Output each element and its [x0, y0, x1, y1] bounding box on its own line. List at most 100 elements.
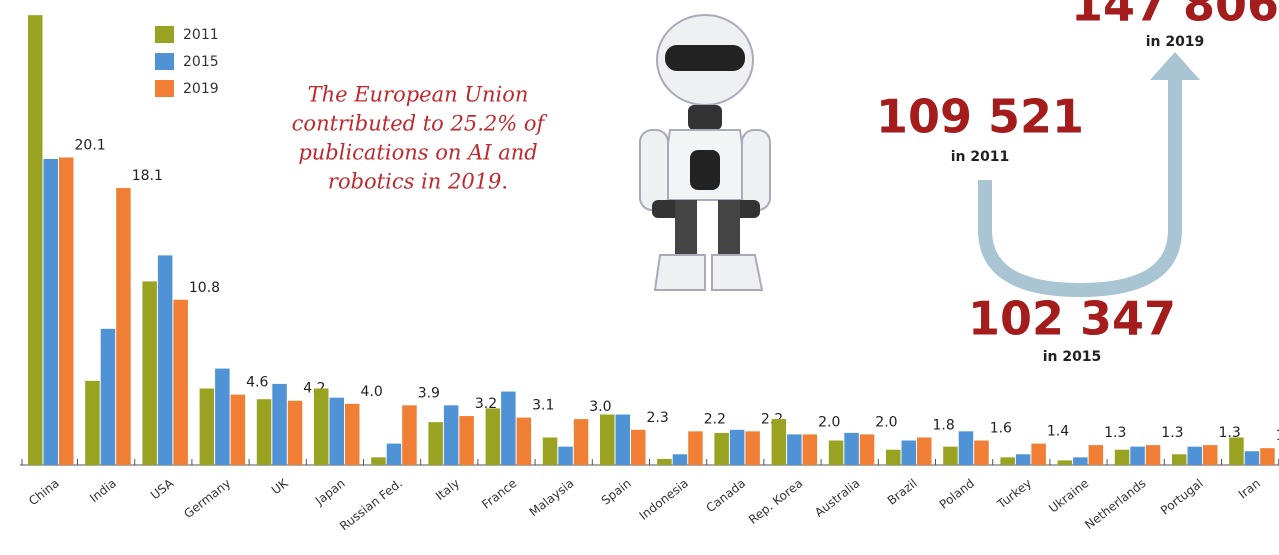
- annotation: robotics in 2019.: [328, 170, 508, 194]
- bar: [859, 434, 875, 465]
- x-tick-label: USA: [148, 476, 177, 503]
- bar: [729, 429, 745, 465]
- bar: [1203, 445, 1218, 465]
- bar: [173, 299, 188, 465]
- value-label: 4.0: [361, 384, 383, 400]
- bar: [345, 403, 360, 465]
- x-tick-label: Italy: [433, 476, 462, 503]
- bar: [1031, 443, 1046, 465]
- value-label: 18.1: [132, 168, 163, 184]
- total-caption: in 2011: [951, 149, 1010, 165]
- arrow: [978, 78, 1182, 298]
- total-caption: in 2015: [1043, 349, 1102, 365]
- bar: [631, 429, 646, 465]
- bar: [657, 458, 672, 465]
- robot: [639, 14, 771, 291]
- bar: [542, 437, 558, 465]
- legend-swatch: [155, 53, 174, 70]
- x-tick-label: Indonesia: [637, 476, 691, 523]
- bar: [459, 416, 474, 465]
- bar: [1172, 454, 1187, 465]
- bar: [272, 383, 287, 465]
- bar: [256, 399, 272, 465]
- bar: [917, 437, 932, 465]
- value-label: 1.4: [1047, 424, 1069, 440]
- x-tick-label: France: [479, 476, 519, 512]
- x-tick-label: Malaysia: [527, 476, 577, 519]
- x-tick-label: Russian Fed.: [337, 476, 405, 533]
- bar: [287, 400, 303, 465]
- bar: [329, 397, 344, 465]
- value-label: 2.0: [818, 414, 840, 430]
- annotation: The European Union: [308, 83, 529, 107]
- bar: [100, 328, 116, 465]
- bar: [901, 440, 916, 465]
- value-label: 1.3: [1161, 425, 1183, 441]
- bar: [1057, 460, 1073, 465]
- bar: [1244, 451, 1260, 465]
- total-caption: in 2019: [1146, 34, 1205, 50]
- bar: [558, 446, 573, 465]
- bar: [501, 391, 516, 465]
- bar: [1000, 457, 1015, 465]
- value-label: 3.2: [475, 396, 497, 412]
- value-label: 3.9: [418, 385, 440, 401]
- value-label: 1.8: [933, 417, 955, 433]
- legend-swatch: [155, 26, 174, 43]
- x-tick-label: UK: [269, 475, 292, 497]
- bar: [28, 15, 43, 466]
- total-value: 147 806: [1071, 0, 1279, 32]
- legend-label: 2019: [183, 81, 219, 97]
- value-label: 4.6: [246, 375, 268, 391]
- value-label: 1.3: [1104, 425, 1126, 441]
- bar: [745, 431, 760, 465]
- value-label: 2.0: [875, 414, 897, 430]
- x-tick-label: Japan: [312, 476, 348, 508]
- annotation: contributed to 25.2% of: [292, 112, 548, 136]
- bar: [428, 422, 443, 465]
- bar: [1145, 445, 1161, 465]
- value-label: 10.8: [189, 280, 220, 296]
- bar: [600, 414, 615, 465]
- bar: [443, 405, 459, 465]
- value-label: 1.6: [990, 421, 1012, 437]
- bar: [1260, 448, 1275, 465]
- bar: [1015, 454, 1031, 465]
- x-tick-label: Ukraine: [1046, 476, 1091, 516]
- bar: [1088, 445, 1104, 465]
- total-value: 102 347: [968, 292, 1176, 346]
- value-label: 1.3: [1219, 425, 1241, 441]
- bar: [199, 388, 215, 465]
- bar: [59, 157, 74, 465]
- value-label: 1.1: [1276, 428, 1279, 444]
- bar: [771, 419, 787, 465]
- bar: [714, 432, 729, 465]
- bar: [43, 159, 58, 465]
- x-tick-label: Rep. Korea: [746, 476, 805, 527]
- bar: [371, 457, 386, 465]
- bar: [230, 394, 246, 465]
- bar: [672, 454, 688, 465]
- bar: [1073, 457, 1088, 465]
- value-label: 3.0: [589, 399, 611, 415]
- bar: [688, 431, 703, 465]
- bar: [85, 380, 100, 465]
- annotation: publications on AI and: [298, 141, 537, 165]
- bar: [215, 368, 230, 465]
- bar: [1229, 437, 1244, 465]
- value-label: 3.1: [532, 398, 554, 414]
- x-tick-label: India: [87, 476, 119, 505]
- x-tick-label: Australia: [812, 476, 862, 520]
- bar: [886, 449, 901, 465]
- bar: [402, 405, 417, 465]
- legend-swatch: [155, 80, 174, 97]
- x-tick-label: Turkey: [994, 476, 1034, 512]
- bar: [314, 388, 329, 465]
- bar: [116, 188, 131, 465]
- x-tick-label: Canada: [704, 476, 749, 515]
- x-tick-label: Poland: [937, 476, 977, 512]
- bar: [516, 417, 532, 465]
- bar: [828, 440, 844, 465]
- bar: [615, 414, 630, 465]
